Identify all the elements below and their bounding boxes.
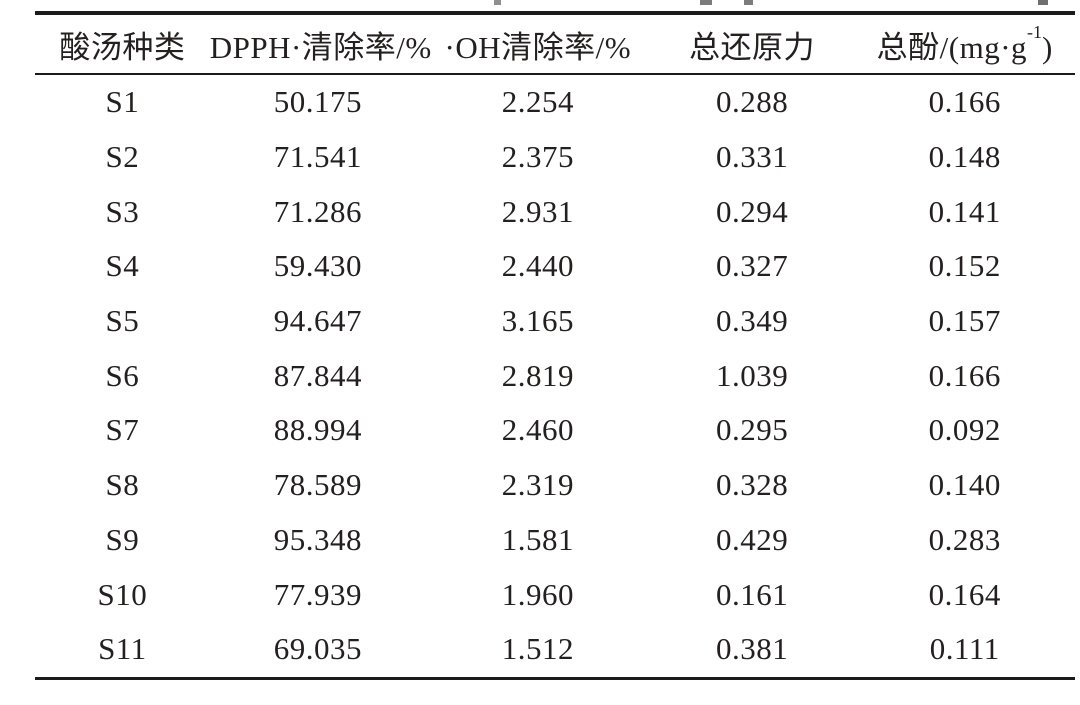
cell-reducing: 1.039 [715, 357, 789, 393]
cell-phenol: 0.157 [928, 303, 1001, 339]
cell-phenol: 0.166 [928, 357, 1001, 393]
cell-type: S2 [105, 139, 140, 175]
cropped-text-fragment [700, 0, 712, 5]
table-row: S8 78.589 2.319 0.328 0.140 [35, 458, 1075, 513]
header-oh-rate: ·OH清除率/% [426, 13, 650, 75]
cell-dpph: 95.348 [273, 521, 362, 557]
cell-reducing: 0.295 [715, 412, 789, 448]
header-reducing-power: 总还原力 [649, 13, 855, 75]
table-header: 酸汤种类 DPPH·清除率/% ·OH清除率/% 总还原力 总酚/(mg·g-1… [35, 13, 1075, 75]
header-dpph-rate: DPPH·清除率/% [209, 13, 431, 75]
cropped-text-fragment [494, 0, 501, 5]
cell-dpph: 78.589 [273, 467, 362, 503]
cell-phenol: 0.283 [928, 521, 1001, 557]
cell-dpph: 69.035 [273, 631, 362, 667]
table-row: S6 87.844 2.819 1.039 0.166 [35, 348, 1075, 403]
cell-type: S1 [105, 84, 140, 120]
cell-oh: 2.375 [501, 139, 574, 175]
cell-phenol: 0.140 [928, 467, 1001, 503]
cell-oh: 2.460 [501, 412, 574, 448]
cell-oh: 1.581 [501, 521, 574, 557]
cell-reducing: 0.429 [715, 521, 789, 557]
cell-dpph: 77.939 [273, 576, 362, 612]
cell-oh: 2.319 [501, 467, 574, 503]
cell-oh: 2.819 [501, 357, 574, 393]
cell-oh: 2.254 [501, 84, 574, 120]
cell-dpph: 87.844 [273, 357, 362, 393]
table-row: S1 50.175 2.254 0.288 0.166 [35, 74, 1075, 130]
cell-reducing: 0.349 [715, 303, 789, 339]
cell-type: S10 [97, 576, 148, 612]
cell-reducing: 0.288 [715, 84, 789, 120]
cell-type: S9 [105, 521, 140, 557]
table-body: S1 50.175 2.254 0.288 0.166 S2 71.541 2.375 0.33… [35, 74, 1075, 678]
cell-phenol: 0.141 [928, 193, 1001, 229]
cell-type: S3 [105, 193, 140, 229]
header-total-phenol-superscript: -1 [1027, 22, 1042, 43]
table-row: S5 94.647 3.165 0.349 0.157 [35, 294, 1075, 349]
cell-oh: 2.440 [501, 248, 574, 284]
cell-type: S4 [105, 248, 140, 284]
cell-phenol: 0.152 [928, 248, 1001, 284]
cell-type: S6 [105, 357, 140, 393]
cell-dpph: 94.647 [273, 303, 362, 339]
cell-dpph: 88.994 [273, 412, 362, 448]
cell-oh: 1.512 [501, 631, 574, 667]
cell-oh: 1.960 [501, 576, 574, 612]
cell-reducing: 0.328 [715, 467, 789, 503]
cell-reducing: 0.161 [715, 576, 789, 612]
header-row: 酸汤种类 DPPH·清除率/% ·OH清除率/% 总还原力 总酚/(mg·g-1… [35, 13, 1075, 75]
cell-reducing: 0.294 [715, 193, 789, 229]
table-row: S9 95.348 1.581 0.429 0.283 [35, 513, 1075, 568]
cell-oh: 3.165 [501, 303, 574, 339]
cell-type: S5 [105, 303, 140, 339]
table-row: S4 59.430 2.440 0.327 0.152 [35, 239, 1075, 294]
table-row: S3 71.286 2.931 0.294 0.141 [35, 184, 1075, 239]
cell-dpph: 50.175 [273, 84, 362, 120]
antioxidant-table-container: 酸汤种类 DPPH·清除率/% ·OH清除率/% 总还原力 总酚/(mg·g-1… [35, 11, 1075, 680]
cell-dpph: 71.541 [273, 139, 362, 175]
cell-dpph: 59.430 [273, 248, 362, 284]
cell-type: S11 [98, 631, 147, 667]
header-soup-type: 酸汤种类 [35, 13, 210, 75]
cell-dpph: 71.286 [273, 193, 362, 229]
antioxidant-data-table: 酸汤种类 DPPH·清除率/% ·OH清除率/% 总还原力 总酚/(mg·g-1… [35, 11, 1075, 680]
table-row: S11 69.035 1.512 0.381 0.111 [35, 622, 1075, 678]
header-total-phenol-suffix: ) [1042, 29, 1053, 65]
cell-reducing: 0.327 [715, 248, 789, 284]
cell-phenol: 0.092 [928, 412, 1001, 448]
table-row: S2 71.541 2.375 0.331 0.148 [35, 130, 1075, 185]
cell-phenol: 0.111 [929, 631, 1000, 667]
cell-phenol: 0.164 [928, 576, 1001, 612]
cell-phenol: 0.166 [928, 84, 1001, 120]
cell-reducing: 0.381 [715, 631, 789, 667]
cell-type: S8 [105, 467, 140, 503]
cropped-text-fragment [1038, 0, 1048, 5]
table-row: S7 88.994 2.460 0.295 0.092 [35, 403, 1075, 458]
table-row: S10 77.939 1.960 0.161 0.164 [35, 567, 1075, 622]
cell-reducing: 0.331 [715, 139, 789, 175]
header-total-phenol-prefix: 总酚/(mg·g [876, 29, 1028, 65]
header-total-phenol: 总酚/(mg·g-1) [854, 13, 1075, 75]
cropped-text-fragment [744, 0, 753, 5]
cell-phenol: 0.148 [928, 139, 1001, 175]
cell-type: S7 [105, 412, 140, 448]
cell-oh: 2.931 [501, 193, 574, 229]
